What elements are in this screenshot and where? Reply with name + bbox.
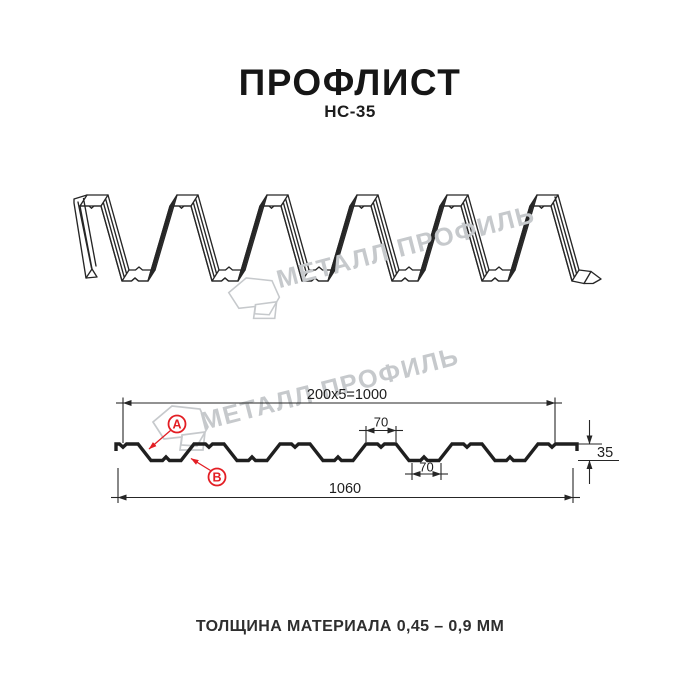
dimension-label-pitch: 200x5=1000 [307,387,387,403]
cross-section-drawing [114,442,579,463]
profile-model-label: НС-35 [324,102,376,121]
dimension-label-valley-width: 70 [419,460,433,475]
marker-b-letter: B [212,470,221,484]
sheet-3d-drawing [73,194,602,285]
metall-profil-logo [227,277,281,320]
dimension-label-flange-width: 70 [374,415,388,430]
callout-marker-a: A [148,414,187,450]
metall-profil-logo [151,405,209,451]
marker-a-circle [167,414,187,434]
marker-b-circle [207,467,227,487]
dimension-lines [111,397,619,503]
material-thickness-note: ТОЛЩИНА МАТЕРИАЛА 0,45 – 0,9 ММ [195,618,505,635]
dimension-label-total-width: 1060 [329,481,361,497]
callout-marker-b: B [190,457,227,487]
page-title: ПРОФЛИСТ [238,62,462,103]
marker-a-letter: A [172,417,181,431]
dimension-label-height: 35 [597,445,613,461]
